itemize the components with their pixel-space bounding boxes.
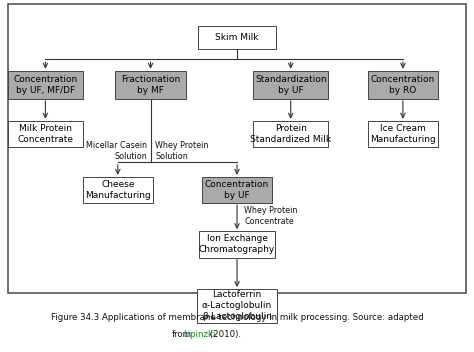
Text: (2010).: (2010). — [207, 330, 241, 339]
FancyBboxPatch shape — [253, 71, 328, 99]
Text: Standardization
by UF: Standardization by UF — [255, 75, 327, 95]
Text: Fractionation
by MF: Fractionation by MF — [121, 75, 180, 95]
FancyBboxPatch shape — [8, 71, 83, 99]
Text: Lipinzki.: Lipinzki. — [183, 330, 218, 339]
Text: Lactoferrin
α-Lactoglobulin
β-Lactoglobulin: Lactoferrin α-Lactoglobulin β-Lactoglobu… — [202, 290, 272, 321]
Text: Cheese
Manufacturing: Cheese Manufacturing — [85, 180, 151, 200]
Text: Whey Protein
Solution: Whey Protein Solution — [155, 141, 209, 161]
FancyBboxPatch shape — [8, 121, 83, 147]
Text: Skim Milk: Skim Milk — [215, 33, 259, 42]
Text: Figure 34.3 Applications of membrane technology in milk processing. Source: adap: Figure 34.3 Applications of membrane tec… — [51, 314, 423, 322]
FancyBboxPatch shape — [368, 71, 438, 99]
Text: Protein
Standardized Milk: Protein Standardized Milk — [250, 124, 331, 144]
Text: from: from — [172, 330, 191, 339]
Text: Ion Exchange
Chromatography: Ion Exchange Chromatography — [199, 234, 275, 254]
FancyBboxPatch shape — [202, 177, 272, 203]
Text: Concentration
by RO: Concentration by RO — [371, 75, 435, 95]
FancyBboxPatch shape — [368, 121, 438, 147]
FancyBboxPatch shape — [82, 177, 153, 203]
Text: Concentration
by UF: Concentration by UF — [205, 180, 269, 200]
FancyBboxPatch shape — [253, 121, 328, 147]
FancyBboxPatch shape — [197, 289, 277, 322]
FancyBboxPatch shape — [200, 231, 274, 258]
Text: Milk Protein
Concentrate: Milk Protein Concentrate — [18, 124, 73, 144]
Text: Whey Protein
Concentrate: Whey Protein Concentrate — [244, 206, 297, 226]
Text: Micellar Casein
Solution: Micellar Casein Solution — [86, 141, 147, 161]
Text: Concentration
by UF, MF/DF: Concentration by UF, MF/DF — [13, 75, 78, 95]
Text: Ice Cream
Manufacturing: Ice Cream Manufacturing — [370, 124, 436, 144]
FancyBboxPatch shape — [8, 4, 466, 294]
FancyBboxPatch shape — [115, 71, 186, 99]
FancyBboxPatch shape — [198, 26, 276, 49]
